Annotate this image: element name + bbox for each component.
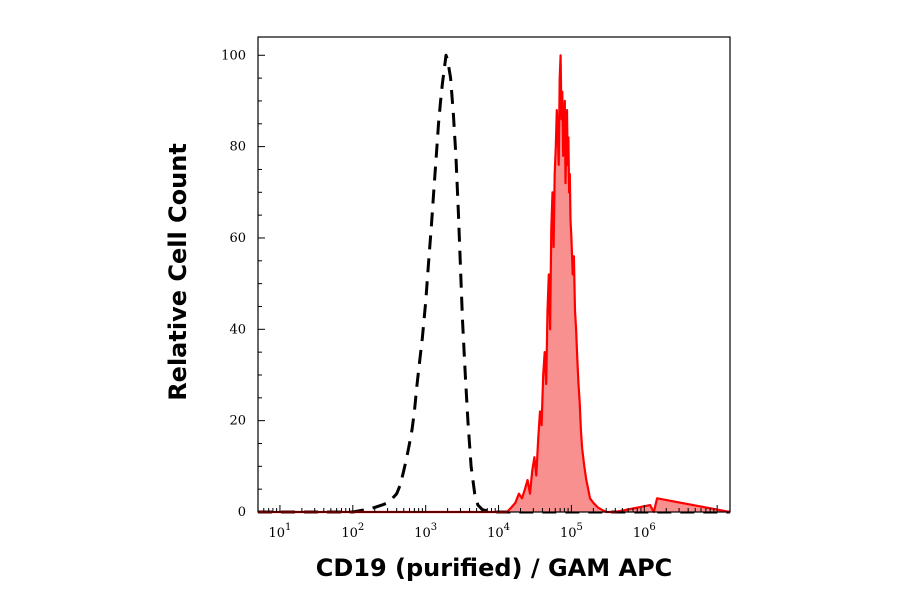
y-tick-label: 0 [238, 505, 246, 520]
series-1-line [258, 53, 730, 514]
x-axis: 101 102 103 104 105 106 [257, 505, 718, 541]
y-tick-label: 100 [221, 48, 246, 63]
plot-frame [257, 36, 731, 513]
x-tick-label: 103 [414, 522, 437, 541]
x-tick-label: 104 [487, 522, 510, 541]
x-tick-label: 101 [268, 522, 291, 541]
y-tick-label: 20 [229, 414, 246, 429]
x-tick-label: 102 [341, 522, 364, 541]
x-axis-title: CD19 (purified) / GAM APC [316, 554, 673, 582]
y-axis: 0 20 40 60 80 100 [221, 48, 265, 520]
series-2-line [258, 54, 731, 514]
y-tick-label: 80 [229, 140, 246, 155]
series-layer [258, 53, 731, 514]
x-tick-label: 106 [633, 522, 656, 541]
x-tick-label: 105 [560, 522, 583, 541]
y-axis-title: Relative Cell Count [164, 143, 192, 401]
y-tick-label: 60 [229, 231, 246, 246]
y-tick-label: 40 [229, 322, 246, 337]
series-2-fill [258, 55, 730, 513]
